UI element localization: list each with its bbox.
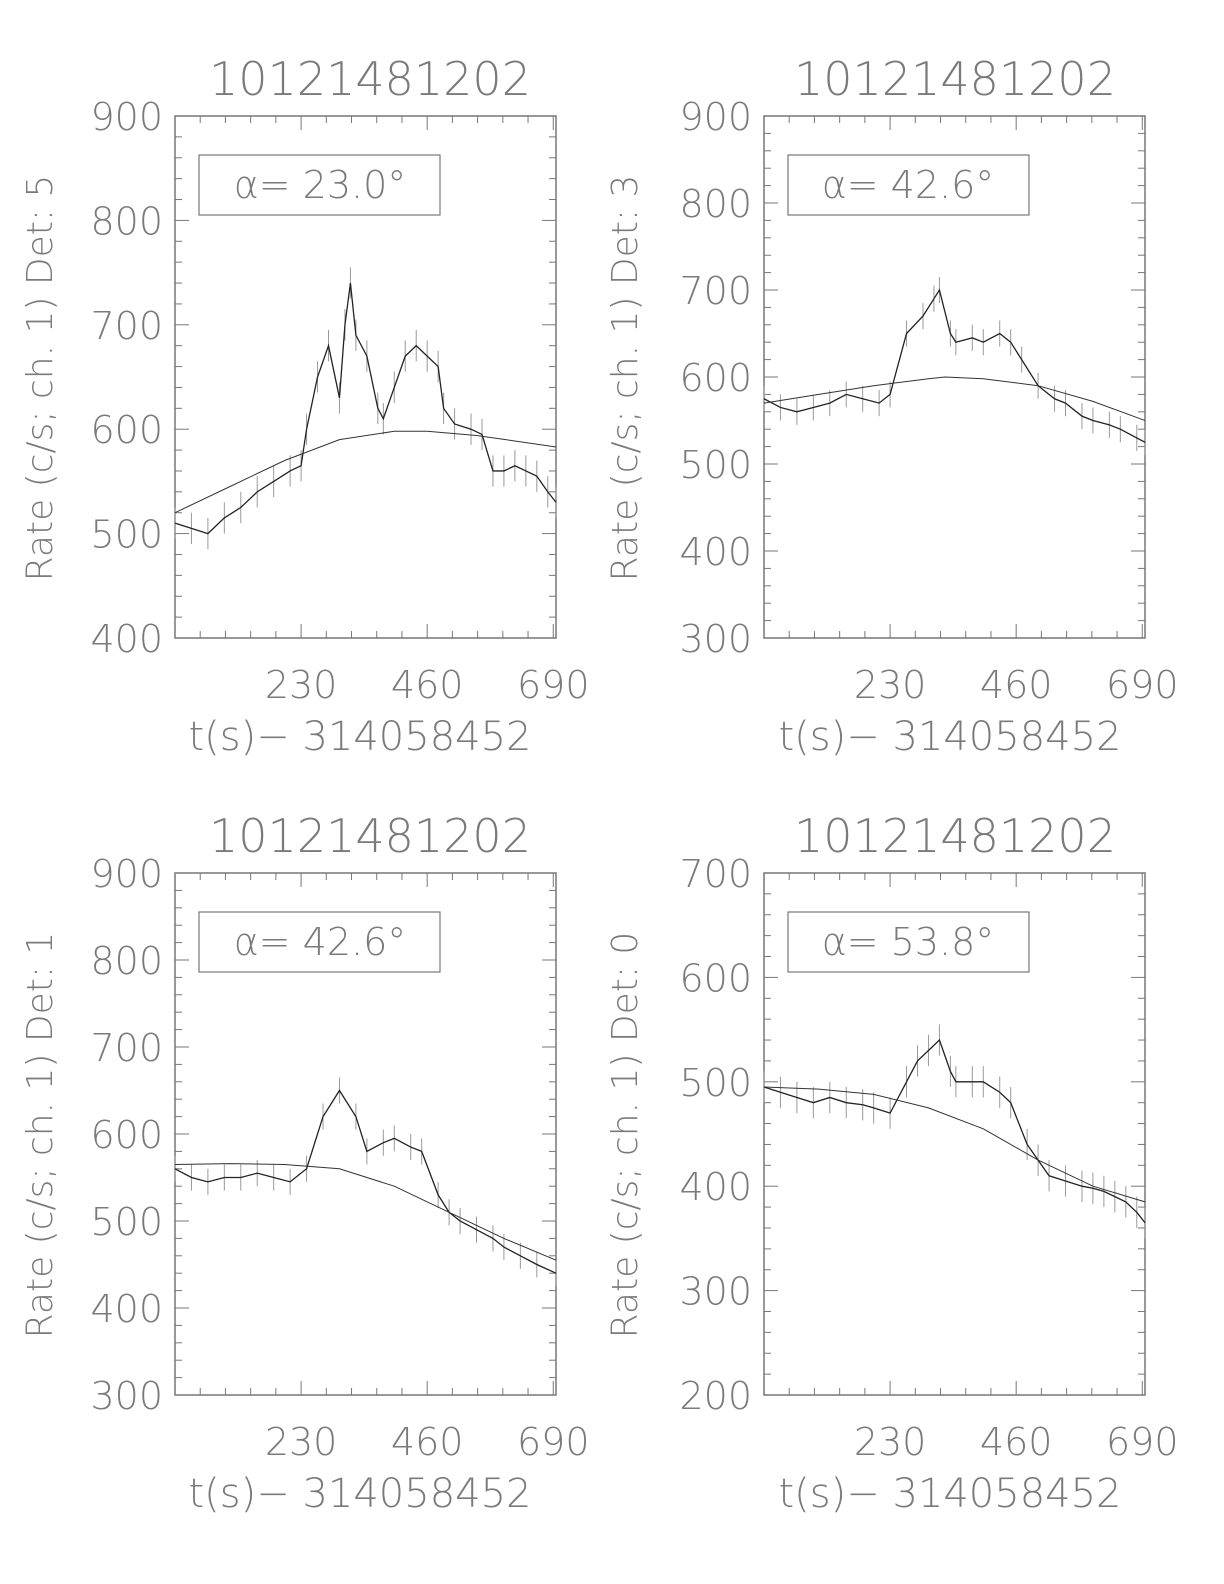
y-tick-label: 600 xyxy=(90,408,163,452)
x-axis-label: t(s)− 314058452 xyxy=(778,1471,1121,1517)
panel-title: 10121481202 xyxy=(794,52,1116,106)
y-tick-label: 400 xyxy=(90,617,163,661)
y-axis-label: Rate (c/s; ch. 1) Det: 3 xyxy=(605,175,646,582)
panel-title: 10121481202 xyxy=(794,809,1116,863)
light-curve-line xyxy=(174,282,557,535)
y-tick-label: 300 xyxy=(90,1374,163,1418)
background-fit-line xyxy=(174,1163,557,1261)
annotation-box xyxy=(198,154,441,216)
x-axis-label: t(s)− 314058452 xyxy=(188,714,531,760)
panel-det-3: 10121481202 Rate (c/s; ch. 1) Det: 3 t(s… xyxy=(605,52,1179,760)
y-tick-label: 900 xyxy=(679,95,752,139)
y-tick-label: 600 xyxy=(90,1113,163,1157)
y-tick-label: 800 xyxy=(90,199,163,243)
x-tick-label: 230 xyxy=(854,1420,927,1464)
x-tick-label: 460 xyxy=(391,663,464,707)
y-tick-label: 300 xyxy=(679,617,752,661)
y-tick-label: 400 xyxy=(90,1287,163,1331)
background-fit-line xyxy=(763,376,1146,421)
annotation-box xyxy=(787,154,1030,216)
y-tick-label: 400 xyxy=(679,1165,752,1209)
y-tick-label: 500 xyxy=(679,443,752,487)
y-tick-label: 900 xyxy=(90,852,163,896)
y-tick-label: 200 xyxy=(679,1374,752,1418)
x-tick-label: 690 xyxy=(517,663,590,707)
y-tick-label: 700 xyxy=(679,852,752,896)
y-tick-label: 700 xyxy=(679,269,752,313)
alpha-annotation: α= 42.6° xyxy=(822,163,995,207)
plot-frame xyxy=(174,115,557,639)
y-tick-label: 500 xyxy=(679,1061,752,1105)
y-tick-label: 600 xyxy=(679,956,752,1000)
y-axis-label: Rate (c/s; ch. 1) Det: 0 xyxy=(605,932,646,1339)
y-axis-label: Rate (c/s; ch. 1) Det: 5 xyxy=(20,175,61,582)
y-tick-label: 800 xyxy=(90,939,163,983)
background-fit-line xyxy=(174,430,557,514)
y-tick-label: 700 xyxy=(90,304,163,348)
x-tick-label: 460 xyxy=(980,663,1053,707)
alpha-annotation: α= 42.6° xyxy=(234,920,407,964)
annotation-box xyxy=(198,911,441,973)
x-tick-label: 460 xyxy=(391,1420,464,1464)
y-tick-label: 700 xyxy=(90,1026,163,1070)
light-curve-line xyxy=(174,1089,557,1274)
annotation-box xyxy=(787,911,1030,973)
x-tick-label: 230 xyxy=(854,663,927,707)
light-curve-line xyxy=(763,288,1146,443)
y-tick-label: 900 xyxy=(90,95,163,139)
x-tick-label: 690 xyxy=(1106,1420,1179,1464)
panel-title: 10121481202 xyxy=(209,809,531,863)
x-tick-label: 460 xyxy=(980,1420,1053,1464)
y-tick-label: 600 xyxy=(679,356,752,400)
y-tick-label: 500 xyxy=(90,1200,163,1244)
plot-frame xyxy=(763,872,1146,1396)
y-axis-label: Rate (c/s; ch. 1) Det: 1 xyxy=(20,932,61,1339)
y-tick-label: 500 xyxy=(90,513,163,557)
x-tick-label: 690 xyxy=(1106,663,1179,707)
panel-det-1: 10121481202 Rate (c/s; ch. 1) Det: 1 t(s… xyxy=(20,809,590,1517)
alpha-annotation: α= 53.8° xyxy=(822,920,995,964)
panel-title: 10121481202 xyxy=(209,52,531,106)
alpha-annotation: α= 23.0° xyxy=(234,163,407,207)
panel-det-0: 10121481202 Rate (c/s; ch. 1) Det: 0 t(s… xyxy=(605,809,1179,1517)
background-fit-line xyxy=(763,1086,1146,1203)
panel-det-5: 10121481202 Rate (c/s; ch. 1) Det: 5 t(s… xyxy=(20,52,590,760)
light-curve-line xyxy=(763,1038,1146,1224)
x-tick-label: 230 xyxy=(265,663,338,707)
y-tick-label: 800 xyxy=(679,182,752,226)
y-tick-label: 300 xyxy=(679,1270,752,1314)
x-axis-label: t(s)− 314058452 xyxy=(188,1471,531,1517)
x-tick-label: 230 xyxy=(265,1420,338,1464)
x-tick-label: 690 xyxy=(517,1420,590,1464)
x-axis-label: t(s)− 314058452 xyxy=(778,714,1121,760)
y-tick-label: 400 xyxy=(679,530,752,574)
